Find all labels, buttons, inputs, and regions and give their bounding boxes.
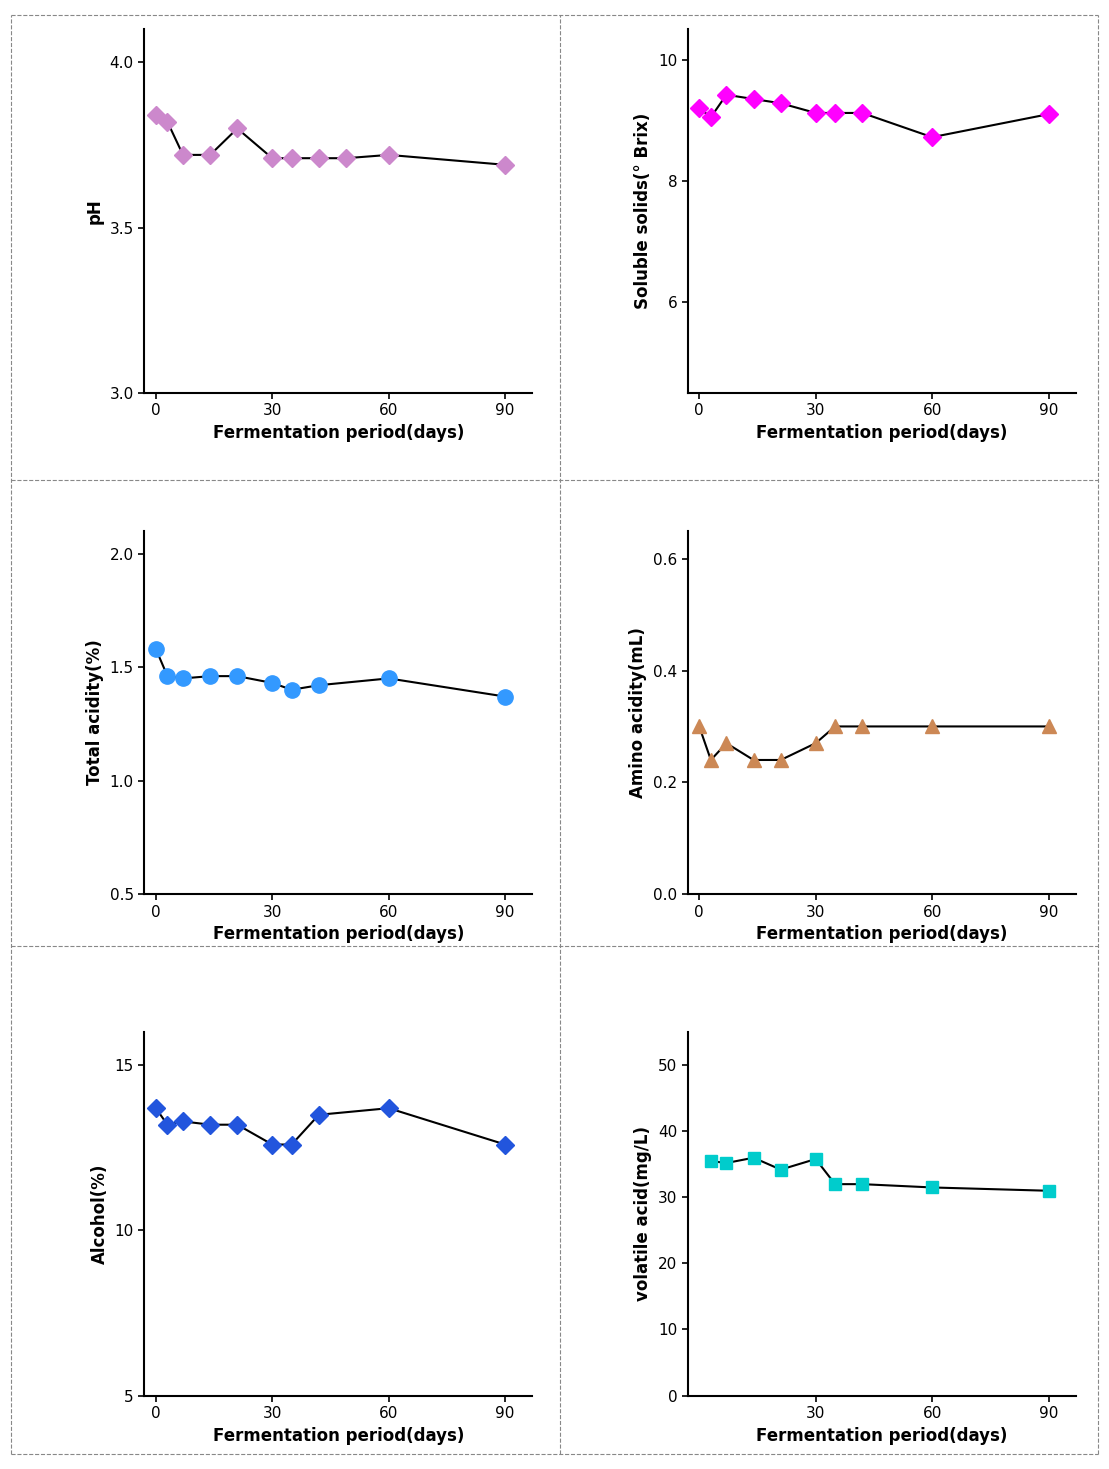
X-axis label: Fermentation period(days): Fermentation period(days) xyxy=(756,423,1007,442)
Y-axis label: Soluble solids(° Brix): Soluble solids(° Brix) xyxy=(634,113,652,308)
X-axis label: Fermentation period(days): Fermentation period(days) xyxy=(213,423,464,442)
Y-axis label: volatile acid(mg/L): volatile acid(mg/L) xyxy=(634,1127,652,1302)
X-axis label: Fermentation period(days): Fermentation period(days) xyxy=(213,925,464,943)
X-axis label: Fermentation period(days): Fermentation period(days) xyxy=(756,1426,1007,1444)
Y-axis label: Total acidity(%): Total acidity(%) xyxy=(87,639,104,786)
X-axis label: Fermentation period(days): Fermentation period(days) xyxy=(756,925,1007,943)
Y-axis label: pH: pH xyxy=(87,198,104,223)
Y-axis label: Alcohol(%): Alcohol(%) xyxy=(91,1163,109,1263)
X-axis label: Fermentation period(days): Fermentation period(days) xyxy=(213,1426,464,1444)
Y-axis label: Amino acidity(mL): Amino acidity(mL) xyxy=(630,627,648,798)
